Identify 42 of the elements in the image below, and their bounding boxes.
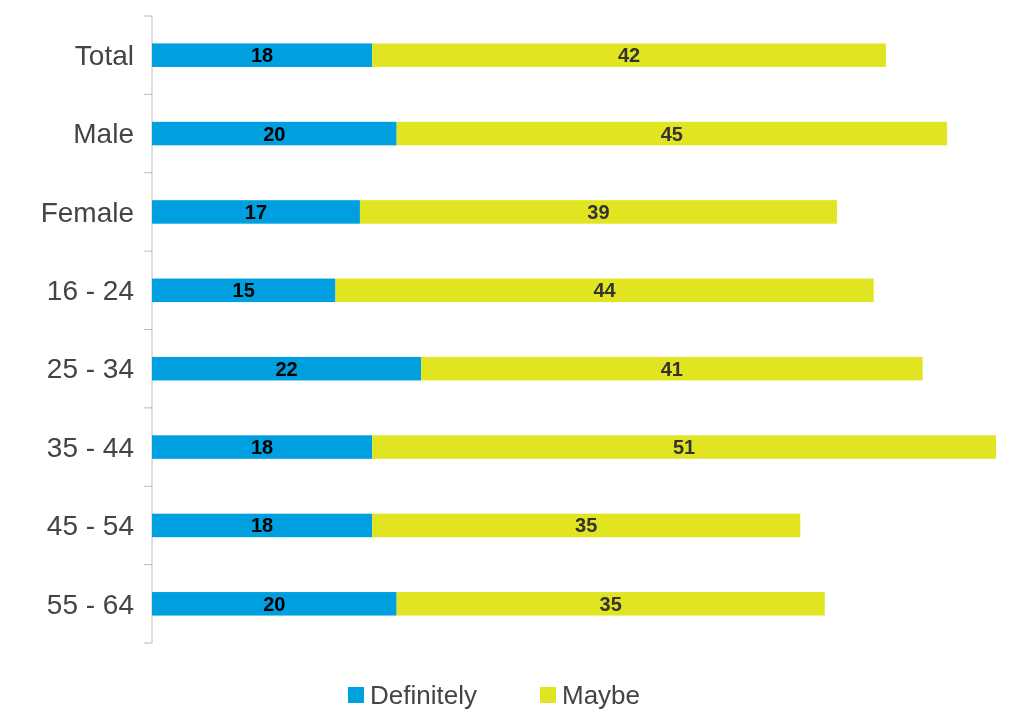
data-label: 17 — [244, 200, 268, 223]
y-tick-label: 45 - 54 — [46, 510, 134, 542]
data-label: 20 — [263, 122, 286, 145]
y-tick-label: 16 - 24 — [46, 275, 134, 307]
data-label: 51 — [672, 436, 696, 459]
data-label: 15 — [232, 279, 255, 302]
bar — [152, 592, 397, 616]
y-tick-label: Male — [73, 118, 134, 150]
bar — [152, 435, 373, 459]
bar — [152, 278, 336, 303]
bar — [396, 121, 948, 146]
bar — [152, 356, 422, 381]
bar — [421, 356, 923, 381]
data-label: 42 — [617, 44, 641, 67]
bar — [335, 278, 874, 303]
y-tick-label: 55 - 64 — [46, 588, 134, 620]
data-label: 45 — [660, 122, 683, 145]
bar — [372, 513, 801, 538]
data-label: 35 — [599, 592, 622, 615]
bar — [152, 43, 373, 67]
data-label: 41 — [660, 357, 683, 380]
bar — [372, 43, 886, 67]
data-label: 18 — [250, 44, 274, 67]
data-label: 18 — [250, 436, 274, 459]
bar — [359, 200, 837, 224]
bar — [152, 513, 373, 538]
bar — [372, 435, 996, 459]
y-tick-label: Female — [40, 196, 134, 228]
data-label: 18 — [250, 514, 274, 537]
legend-label: Maybe — [562, 680, 641, 711]
bar — [396, 592, 825, 616]
data-label: 22 — [275, 357, 298, 380]
y-tick-label: 25 - 34 — [46, 353, 134, 385]
y-tick-label: Total — [74, 39, 134, 71]
data-label: 44 — [593, 279, 617, 302]
legend-label: Definitely — [370, 680, 477, 711]
data-label: 20 — [263, 592, 286, 615]
bar — [152, 200, 360, 224]
data-label: 39 — [587, 200, 610, 223]
bar — [152, 121, 397, 146]
y-tick-label: 35 - 44 — [46, 431, 134, 463]
data-label: 35 — [575, 514, 598, 537]
